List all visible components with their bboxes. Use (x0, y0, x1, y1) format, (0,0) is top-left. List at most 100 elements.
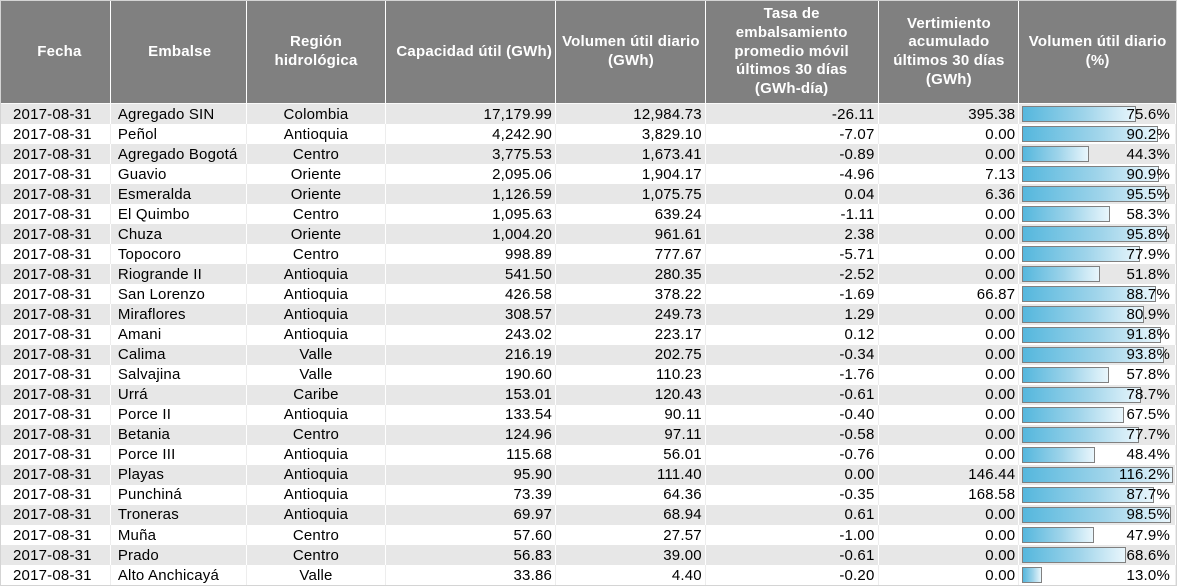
percent-bar-track (1022, 506, 1173, 523)
capacidad-util-cell: 3,775.53 (386, 144, 557, 165)
percent-bar (1022, 186, 1167, 203)
volumen-util-diario-gwh-cell: 202.75 (556, 344, 706, 365)
vertimiento-acumulado-cell: 0.00 (879, 204, 1020, 225)
percent-label: 78.7% (1126, 386, 1170, 404)
embalse-cell: Alto Anchicayá (111, 565, 247, 585)
region-cell: Antioquia (247, 484, 387, 505)
volumen-util-diario-pct-cell: 87.7% (1019, 484, 1176, 505)
embalse-cell: Chuza (111, 224, 247, 245)
region-cell: Antioquia (247, 284, 387, 305)
capacidad-util-cell: 17,179.99 (386, 104, 557, 125)
volumen-util-diario-gwh-cell: 378.22 (556, 284, 706, 305)
region-cell: Antioquia (247, 464, 387, 485)
table-row: 2017-08-31 Riogrande II Antioquia 541.50… (1, 264, 1176, 285)
table-row: 2017-08-31 Miraflores Antioquia 308.57 2… (1, 304, 1176, 325)
table-row: 2017-08-31 Amani Antioquia 243.02 223.17… (1, 324, 1176, 345)
tasa-embalsamiento-cell: -0.58 (706, 424, 879, 445)
volumen-util-diario-pct-cell: 88.7% (1019, 284, 1176, 305)
fecha-cell: 2017-08-31 (1, 484, 111, 505)
table-row: 2017-08-31 Calima Valle 216.19 202.75 -0… (1, 344, 1176, 365)
header-tasa-embalsamiento: Tasa de embalsamiento promedio móvil últ… (705, 1, 879, 104)
region-cell: Oriente (247, 184, 387, 205)
fecha-cell: 2017-08-31 (1, 504, 111, 525)
embalse-cell: Betania (111, 424, 247, 445)
tasa-embalsamiento-cell: 2.38 (706, 224, 879, 245)
volumen-util-diario-pct-cell: 67.5% (1019, 404, 1176, 425)
header-vertimiento-acumulado: Vertimiento acumulado últimos 30 días (G… (878, 1, 1020, 104)
embalse-cell: Porce II (111, 404, 247, 425)
tasa-embalsamiento-cell: -26.11 (706, 104, 879, 125)
volumen-util-diario-pct-cell: 77.7% (1019, 424, 1176, 445)
volumen-util-diario-pct-cell: 116.2% (1019, 464, 1176, 485)
embalse-cell: Prado (111, 545, 247, 566)
volumen-util-diario-pct-cell: 57.8% (1019, 364, 1176, 385)
region-cell: Antioquia (247, 444, 387, 465)
vertimiento-acumulado-cell: 0.00 (879, 384, 1020, 405)
volumen-util-diario-pct-cell: 58.3% (1019, 204, 1176, 225)
fecha-cell: 2017-08-31 (1, 384, 111, 405)
percent-bar-track (1022, 406, 1173, 423)
percent-bar-track (1022, 486, 1173, 503)
table-row: 2017-08-31 Betania Centro 124.96 97.11 -… (1, 424, 1176, 445)
region-cell: Centro (247, 204, 387, 225)
volumen-util-diario-gwh-cell: 639.24 (556, 204, 706, 225)
volumen-util-diario-gwh-cell: 27.57 (556, 524, 706, 546)
vertimiento-acumulado-cell: 0.00 (879, 444, 1020, 465)
capacidad-util-cell: 57.60 (386, 524, 557, 546)
volumen-util-diario-gwh-cell: 56.01 (556, 444, 706, 465)
percent-bar (1022, 526, 1095, 544)
volumen-util-diario-pct-cell: 77.9% (1019, 244, 1176, 265)
volumen-util-diario-gwh-cell: 68.94 (556, 504, 706, 525)
volumen-util-diario-gwh-cell: 961.61 (556, 224, 706, 245)
table-row: 2017-08-31 Urrá Caribe 153.01 120.43 -0.… (1, 384, 1176, 405)
region-cell: Centro (247, 424, 387, 445)
region-cell: Centro (247, 244, 387, 265)
tasa-embalsamiento-cell: -1.11 (706, 204, 879, 225)
region-cell: Antioquia (247, 124, 387, 145)
volumen-util-diario-pct-cell: 90.2% (1019, 124, 1176, 145)
region-cell: Valle (247, 364, 387, 385)
percent-label: 13.0% (1126, 566, 1170, 584)
capacidad-util-cell: 190.60 (386, 364, 557, 385)
table-body: 2017-08-31 Agregado SIN Colombia 17,179.… (1, 104, 1176, 585)
percent-label: 47.9% (1126, 526, 1170, 544)
table-header-row: Fecha Embalse Región hidrológica Capacid… (1, 1, 1176, 104)
volumen-util-diario-pct-cell: 78.7% (1019, 384, 1176, 405)
volumen-util-diario-gwh-cell: 97.11 (556, 424, 706, 445)
volumen-util-diario-gwh-cell: 223.17 (556, 324, 706, 345)
percent-bar (1022, 426, 1140, 443)
percent-bar-track (1022, 466, 1173, 483)
capacidad-util-cell: 426.58 (386, 284, 557, 305)
fecha-cell: 2017-08-31 (1, 545, 111, 566)
volumen-util-diario-gwh-cell: 39.00 (556, 545, 706, 566)
fecha-cell: 2017-08-31 (1, 204, 111, 225)
table-row: 2017-08-31 Agregado SIN Colombia 17,179.… (1, 104, 1176, 125)
fecha-cell: 2017-08-31 (1, 104, 111, 125)
table-row: 2017-08-31 Chuza Oriente 1,004.20 961.61… (1, 224, 1176, 245)
percent-label: 51.8% (1126, 265, 1170, 283)
vertimiento-acumulado-cell: 0.00 (879, 304, 1020, 325)
percent-bar-track (1022, 166, 1173, 183)
tasa-embalsamiento-cell: 1.29 (706, 304, 879, 325)
region-cell: Oriente (247, 224, 387, 245)
embalse-cell: Punchiná (111, 484, 247, 505)
embalse-cell: Miraflores (111, 304, 247, 325)
percent-bar (1022, 326, 1161, 343)
percent-label: 116.2% (1119, 466, 1170, 484)
header-embalse: Embalse (110, 1, 247, 104)
region-cell: Antioquia (247, 304, 387, 325)
percent-label: 90.2% (1126, 125, 1170, 143)
vertimiento-acumulado-cell: 0.00 (879, 364, 1020, 385)
percent-bar (1022, 486, 1155, 503)
percent-bar-track (1022, 386, 1173, 403)
table-row: 2017-08-31 Troneras Antioquia 69.97 68.9… (1, 504, 1176, 525)
capacidad-util-cell: 153.01 (386, 384, 557, 405)
tasa-embalsamiento-cell: -0.20 (706, 565, 879, 585)
percent-bar-track (1022, 126, 1173, 143)
percent-bar-track (1022, 366, 1173, 383)
table-row: 2017-08-31 Guavio Oriente 2,095.06 1,904… (1, 164, 1176, 185)
percent-bar (1022, 226, 1167, 243)
embalse-cell: Playas (111, 464, 247, 485)
percent-label: 98.5% (1126, 506, 1170, 524)
fecha-cell: 2017-08-31 (1, 324, 111, 345)
